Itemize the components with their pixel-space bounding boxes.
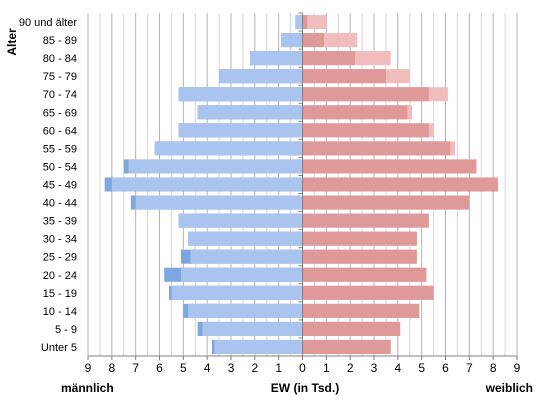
bar-left-1 [214,339,303,355]
bar-left-1 [190,249,303,264]
bar-left-1 [111,177,303,192]
bar-left-1 [197,105,303,120]
bar-right-3 [302,105,408,120]
category-label: 45 - 49 [43,180,77,192]
x-tick-label: 7 [466,361,473,375]
category-label: 40 - 44 [43,198,77,210]
bar-right-3 [302,339,391,355]
x-tick-labels: 9 8 7 6 5 4 3 2 1 0 1 2 3 4 5 6 7 8 9 [85,361,521,375]
category-label: Unter 5 [41,342,77,354]
x-tick-label: 1 [275,361,282,375]
category-label: 5 - 9 [55,324,77,336]
bar-right-3 [302,321,401,336]
category-label: 85 - 89 [43,35,77,47]
bar-right-3 [302,141,451,156]
category-label: 60 - 64 [43,125,77,137]
x-tick-label: 4 [204,361,211,375]
category-label: 80 - 84 [43,53,77,65]
left-side-label: männlich [61,381,114,395]
bar-right-3 [302,177,498,192]
x-tick-label: 3 [228,361,235,375]
bar-right-3 [302,213,429,228]
bar-left-1 [188,303,303,318]
bars [104,14,498,355]
bar-left-1 [219,69,303,84]
x-tick-label: 6 [156,361,163,375]
bar-left-1 [281,33,303,48]
category-label: 35 - 39 [43,216,77,228]
right-side-label: weiblich [485,381,533,395]
category-label: 25 - 29 [43,252,77,264]
bar-left-1 [250,51,303,66]
bar-left-1 [128,159,303,174]
bar-right-3 [302,285,434,300]
bar-right-3 [302,231,417,246]
bar-right-3 [302,267,427,282]
bar-left-1 [188,231,303,246]
bar-left-1 [171,285,303,300]
x-tick-label: 9 [85,361,92,375]
category-label: 10 - 14 [43,306,77,318]
bar-right-3 [302,159,477,174]
x-tick-label: 1 [323,361,330,375]
category-label: 65 - 69 [43,107,77,119]
bar-left-1 [178,87,303,102]
x-tick-label: 3 [371,361,378,375]
bar-left-1 [135,195,303,210]
x-tick-label: 9 [514,361,521,375]
bar-left-1 [178,213,303,228]
bar-right-3 [302,195,470,210]
bar-right-2 [302,14,327,30]
x-tick-label: 6 [442,361,449,375]
x-tick-label: 5 [418,361,425,375]
category-label: 15 - 19 [43,288,77,300]
bar-right-3 [302,87,429,102]
category-label: 20 - 24 [43,270,77,282]
bar-left-1 [180,267,303,282]
bar-right-3 [302,249,417,264]
bar-right-3 [302,123,429,138]
x-tick-label: 4 [394,361,401,375]
x-tick-label: 7 [132,361,139,375]
category-labels: 90 und älter 85 - 89 80 - 84 75 - 79 70 - 74… [19,17,77,354]
y-axis-label: Alter [5,28,19,56]
x-axis-label: EW (in Tsd.) [271,381,339,395]
x-tick-label: 8 [108,361,115,375]
bar-right-3 [302,14,308,30]
x-tick-label: 2 [347,361,354,375]
category-label: 50 - 54 [43,161,77,173]
bar-left-1 [295,14,303,30]
x-tick-label: 5 [180,361,187,375]
category-label: 75 - 79 [43,71,77,83]
x-tick-label: 8 [490,361,497,375]
bar-right-3 [302,33,324,48]
category-label: 55 - 59 [43,143,77,155]
axes [87,12,518,360]
category-label: 90 und älter [19,17,77,29]
x-tick-label: 0 [299,361,306,375]
bar-right-3 [302,69,386,84]
bar-left-1 [202,321,303,336]
bar-left-1 [154,141,303,156]
category-label: 70 - 74 [43,89,77,101]
bar-right-3 [302,51,355,66]
bar-left-1 [178,123,303,138]
bar-right-3 [302,303,420,318]
category-label: 30 - 34 [43,234,77,246]
x-tick-label: 2 [251,361,258,375]
